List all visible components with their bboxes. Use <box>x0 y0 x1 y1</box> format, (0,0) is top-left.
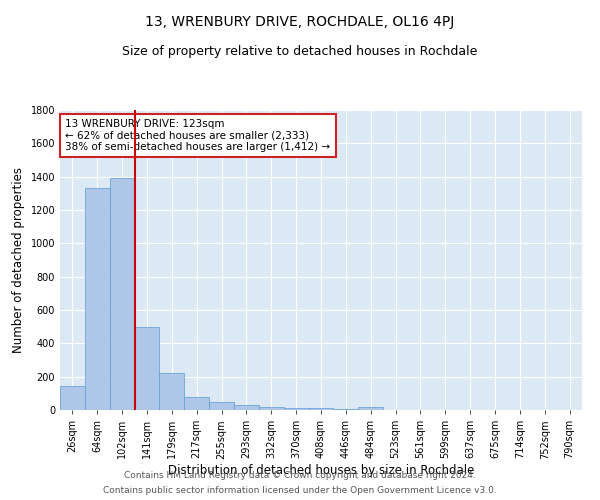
Bar <box>184 396 209 410</box>
Bar <box>358 406 383 410</box>
Bar <box>284 408 308 410</box>
Text: Contains public sector information licensed under the Open Government Licence v3: Contains public sector information licen… <box>103 486 497 495</box>
Bar <box>110 178 134 410</box>
Bar <box>134 326 160 410</box>
Bar <box>160 372 184 410</box>
Bar <box>308 408 334 410</box>
Bar <box>334 409 358 410</box>
Bar <box>259 406 284 410</box>
Text: Contains HM Land Registry data © Crown copyright and database right 2024.: Contains HM Land Registry data © Crown c… <box>124 471 476 480</box>
Bar <box>209 402 234 410</box>
Text: 13 WRENBURY DRIVE: 123sqm
← 62% of detached houses are smaller (2,333)
38% of se: 13 WRENBURY DRIVE: 123sqm ← 62% of detac… <box>65 119 331 152</box>
Y-axis label: Number of detached properties: Number of detached properties <box>12 167 25 353</box>
X-axis label: Distribution of detached houses by size in Rochdale: Distribution of detached houses by size … <box>168 464 474 477</box>
Bar <box>60 386 85 410</box>
Text: Size of property relative to detached houses in Rochdale: Size of property relative to detached ho… <box>122 45 478 58</box>
Bar <box>234 405 259 410</box>
Bar <box>85 188 110 410</box>
Text: 13, WRENBURY DRIVE, ROCHDALE, OL16 4PJ: 13, WRENBURY DRIVE, ROCHDALE, OL16 4PJ <box>145 15 455 29</box>
